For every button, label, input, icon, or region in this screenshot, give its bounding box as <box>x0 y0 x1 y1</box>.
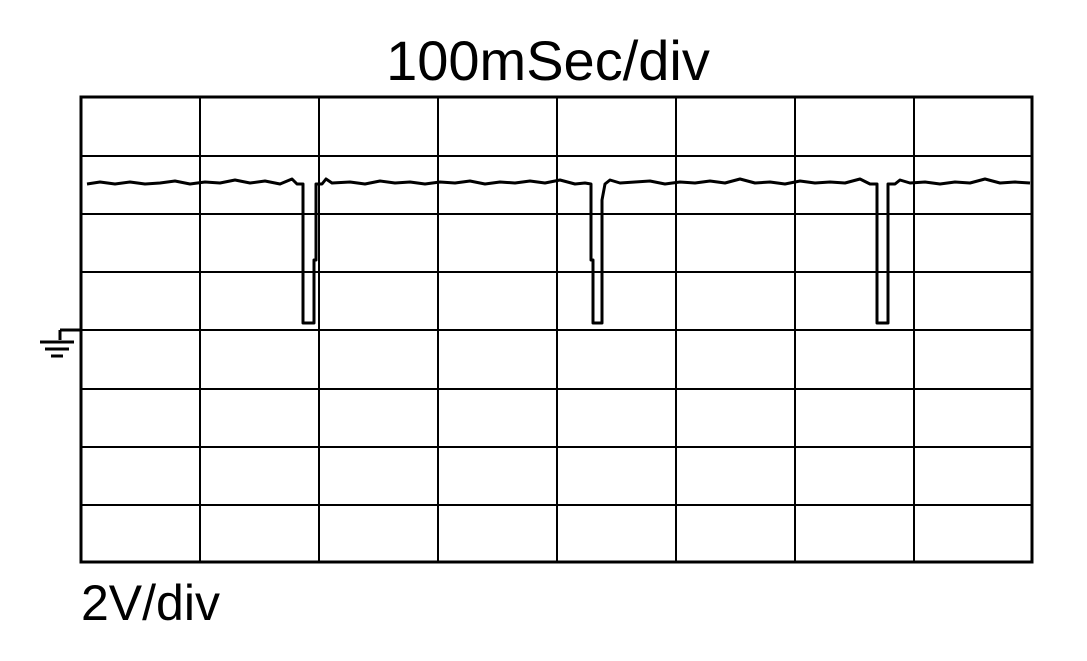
time-scale-label: 100mSec/div <box>386 29 710 92</box>
graticule <box>79 95 1034 564</box>
waveform-trace <box>86 177 1031 325</box>
voltage-scale-label: 2V/div <box>81 575 220 631</box>
ground-symbol <box>40 328 81 358</box>
